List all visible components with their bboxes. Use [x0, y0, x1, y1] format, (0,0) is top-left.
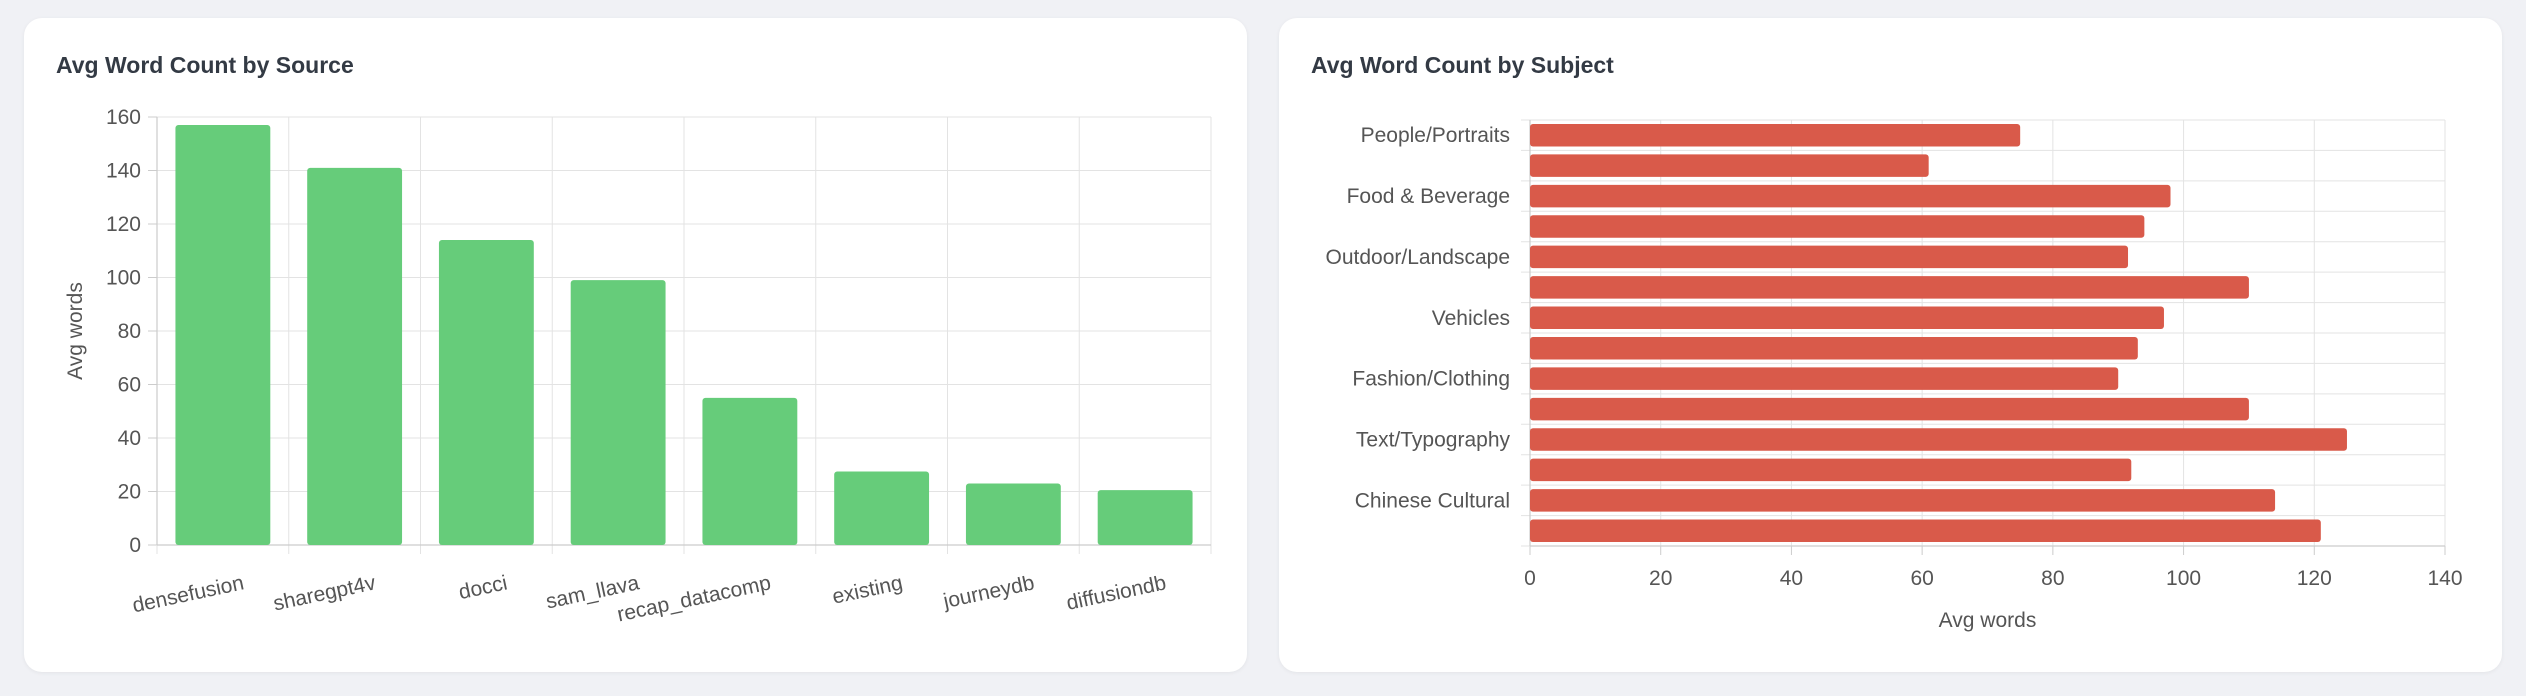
bar-row-7	[1530, 336, 2138, 360]
x-tick-label: recap_datacomp	[615, 571, 773, 626]
bar-sam_llava	[570, 280, 666, 545]
bar-People/Portraits	[1530, 123, 2021, 147]
y-tick-label: 60	[118, 374, 141, 397]
y-tick-label: 100	[106, 267, 141, 290]
x-tick-label: 60	[1910, 567, 1933, 590]
y-tick-label: Fashion/Clothing	[1352, 368, 1510, 391]
x-tick-label: diffusiondb	[1064, 571, 1168, 615]
x-tick-label: sharegpt4v	[271, 571, 378, 615]
subject-chart-card: Avg Word Count by Subject 0 20 40 60 80 100 12…	[1279, 18, 2502, 672]
bar-row-1	[1530, 154, 1929, 177]
source-chart-card: Avg Word Count by Source 0 20 40 60 80 100 120…	[24, 18, 1247, 672]
x-tick-label: densefusion	[130, 571, 246, 617]
bar-Fashion/Clothing	[1530, 367, 2119, 390]
x-tick-label: 120	[2297, 567, 2332, 590]
bar-row-5	[1530, 276, 2249, 299]
x-tick-label: 40	[1780, 567, 1803, 590]
y-tick-label: People/Portraits	[1361, 124, 1510, 147]
x-tick-label: existing	[830, 571, 904, 608]
x-tick-label: journeydb	[940, 571, 1036, 613]
y-tick-label: Text/Typography	[1356, 429, 1511, 452]
x-tick-label: 140	[2427, 567, 2462, 590]
bar-Chinese Cultural	[1530, 489, 2276, 512]
bar-Outdoor/Landscape	[1530, 245, 2129, 269]
y-tick-label: 160	[106, 106, 141, 129]
bar-journeydb	[965, 483, 1061, 545]
subject-bar-chart: 0 20 40 60 80 100 120 140 People/Portraits Food &…	[1326, 119, 2463, 632]
x-tick-label: docci	[457, 571, 510, 604]
y-axis-title: Avg words	[64, 282, 87, 380]
source-bar-chart: 0 20 40 60 80 100 120 140 160 densefusion sharegpt…	[64, 106, 1212, 626]
y-tick-label: 80	[118, 320, 141, 343]
x-tick-label: 80	[2041, 567, 2064, 590]
bar-row-13	[1530, 519, 2321, 543]
bar-Food & Beverage	[1530, 184, 2171, 208]
source-chart-title: Avg Word Count by Source	[56, 52, 354, 78]
bar-densefusion	[175, 125, 271, 546]
y-tick-label: Vehicles	[1432, 307, 1510, 330]
y-tick-label: 140	[106, 160, 141, 183]
bar-existing	[834, 471, 930, 545]
bar-docci	[438, 240, 534, 546]
bar-diffusiondb	[1097, 490, 1193, 545]
y-tick-label: Chinese Cultural	[1355, 489, 1510, 512]
bar-Vehicles	[1530, 306, 2164, 330]
y-tick-label: 40	[118, 427, 141, 450]
y-tick-label: 120	[106, 213, 141, 236]
bar-sharegpt4v	[307, 167, 403, 545]
bar-recap_datacomp	[702, 397, 798, 545]
bar-row-9	[1530, 397, 2249, 421]
bar-row-11	[1530, 458, 2132, 482]
bar-row-3	[1530, 215, 2145, 238]
subject-chart-title: Avg Word Count by Subject	[1311, 52, 1614, 78]
bar-Text/Typography	[1530, 428, 2347, 451]
x-tick-label: 20	[1649, 567, 1672, 590]
x-tick-label: 100	[2166, 567, 2201, 590]
y-tick-label: 0	[129, 534, 141, 557]
y-tick-label: Outdoor/Landscape	[1326, 246, 1510, 269]
x-tick-label: 0	[1524, 567, 1536, 590]
y-tick-label: Food & Beverage	[1347, 185, 1510, 208]
x-axis-title: Avg words	[1939, 609, 2037, 632]
y-tick-label: 20	[118, 481, 141, 504]
